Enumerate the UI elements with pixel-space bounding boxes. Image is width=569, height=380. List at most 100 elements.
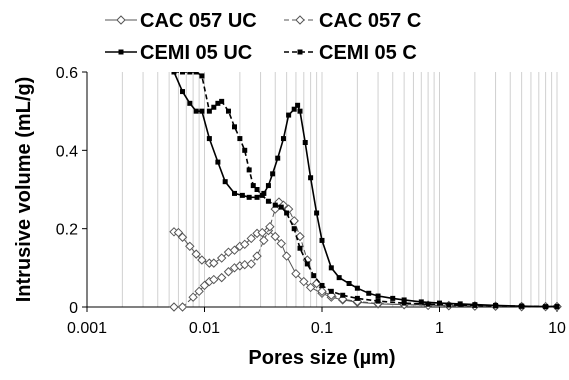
- y-tick-label: 0.4: [56, 143, 78, 160]
- data-point: [194, 286, 204, 297]
- data-point: [180, 89, 186, 95]
- data-point: [346, 281, 352, 286]
- data-point: [259, 192, 265, 198]
- data-point: [265, 183, 271, 189]
- axes: [82, 71, 558, 312]
- data-point: [240, 239, 250, 250]
- data-point: [239, 192, 245, 198]
- data-point: [390, 295, 396, 301]
- tick-labels: 0.001 0.01 0.1 1 10 0 0.2 0.4 0.6: [56, 65, 566, 337]
- data-point: [199, 73, 205, 79]
- data-point: [223, 267, 234, 277]
- data-point: [437, 300, 442, 306]
- data-point: [270, 171, 276, 177]
- data-point: [229, 245, 240, 255]
- data-point: [225, 108, 231, 114]
- data-point: [354, 295, 360, 301]
- x-axis-title: Pores size (µm): [248, 347, 395, 369]
- x-tick-label: 0.1: [311, 320, 333, 337]
- data-point: [291, 106, 297, 112]
- data-point: [193, 72, 199, 75]
- data-point: [191, 249, 201, 259]
- data-point: [246, 194, 252, 200]
- data-point: [199, 108, 205, 114]
- legend-marker: [116, 15, 126, 25]
- data-point: [231, 124, 237, 130]
- data-point: [446, 302, 452, 308]
- data-point: [216, 253, 227, 263]
- data-point: [206, 136, 212, 142]
- legend-item: CAC 057 UC: [105, 10, 257, 32]
- legend-marker: [297, 49, 303, 55]
- data-point: [222, 179, 228, 185]
- data-point: [265, 222, 275, 232]
- legend-item: CEMI 05 C: [284, 42, 417, 64]
- data-point: [319, 282, 325, 288]
- data-point: [302, 140, 308, 145]
- data-point: [295, 231, 305, 242]
- data-point: [336, 275, 342, 281]
- data-point: [457, 301, 463, 307]
- data-point: [254, 187, 260, 192]
- x-tick-label: 0.01: [189, 320, 220, 337]
- data-point: [187, 100, 193, 106]
- data-point: [401, 297, 407, 303]
- data-point: [197, 255, 207, 265]
- data-point: [231, 190, 237, 196]
- legend: CAC 057 UC CAC 057 C CEMI 05 UC CEMI 05 C: [105, 10, 421, 64]
- data-point: [177, 302, 188, 312]
- data-point: [169, 302, 179, 312]
- data-point: [278, 204, 284, 210]
- legend-item: CAC 057 C: [284, 10, 421, 32]
- data-point: [246, 233, 256, 244]
- data-point: [366, 290, 372, 296]
- data-point: [305, 282, 316, 293]
- data-point: [171, 72, 177, 75]
- data-point: [284, 210, 290, 216]
- legend-marker: [295, 15, 305, 25]
- data-point: [275, 155, 281, 161]
- data-point: [311, 273, 317, 279]
- data-point: [304, 261, 310, 267]
- data-point: [272, 202, 278, 208]
- data-point: [291, 226, 297, 232]
- data-point: [252, 251, 262, 261]
- data-point: [206, 108, 212, 114]
- data-point: [242, 147, 248, 153]
- data-point: [259, 235, 269, 246]
- legend-label: CEMI 05 C: [319, 42, 417, 64]
- data-point: [281, 251, 292, 261]
- data-point: [299, 276, 309, 287]
- data-point: [215, 159, 221, 165]
- data-point: [418, 299, 424, 305]
- data-point: [328, 265, 334, 271]
- data-point: [319, 237, 325, 243]
- data-point: [354, 285, 360, 291]
- data-point: [295, 102, 301, 108]
- data-point: [425, 301, 431, 307]
- data-point: [209, 258, 219, 268]
- x-tick-label: 1: [435, 320, 444, 337]
- y-tick-label: 0.6: [56, 65, 78, 82]
- data-point: [375, 293, 381, 299]
- data-point: [216, 272, 227, 283]
- data-point: [401, 300, 407, 306]
- data-point: [173, 227, 184, 238]
- data-point: [328, 288, 334, 294]
- data-point: [265, 198, 271, 204]
- y-tick-label: 0: [69, 300, 78, 317]
- data-point: [554, 304, 560, 310]
- data-point: [237, 136, 243, 142]
- data-point: [280, 136, 286, 142]
- x-tick-label: 0.001: [67, 320, 107, 337]
- data-point: [219, 98, 225, 104]
- data-point: [246, 167, 252, 173]
- data-point: [276, 238, 286, 249]
- data-point: [297, 245, 303, 251]
- data-point: [519, 303, 525, 309]
- data-point: [187, 72, 193, 75]
- data-point: [375, 298, 381, 304]
- data-point: [270, 204, 280, 214]
- legend-item: CEMI 05 UC: [105, 42, 252, 64]
